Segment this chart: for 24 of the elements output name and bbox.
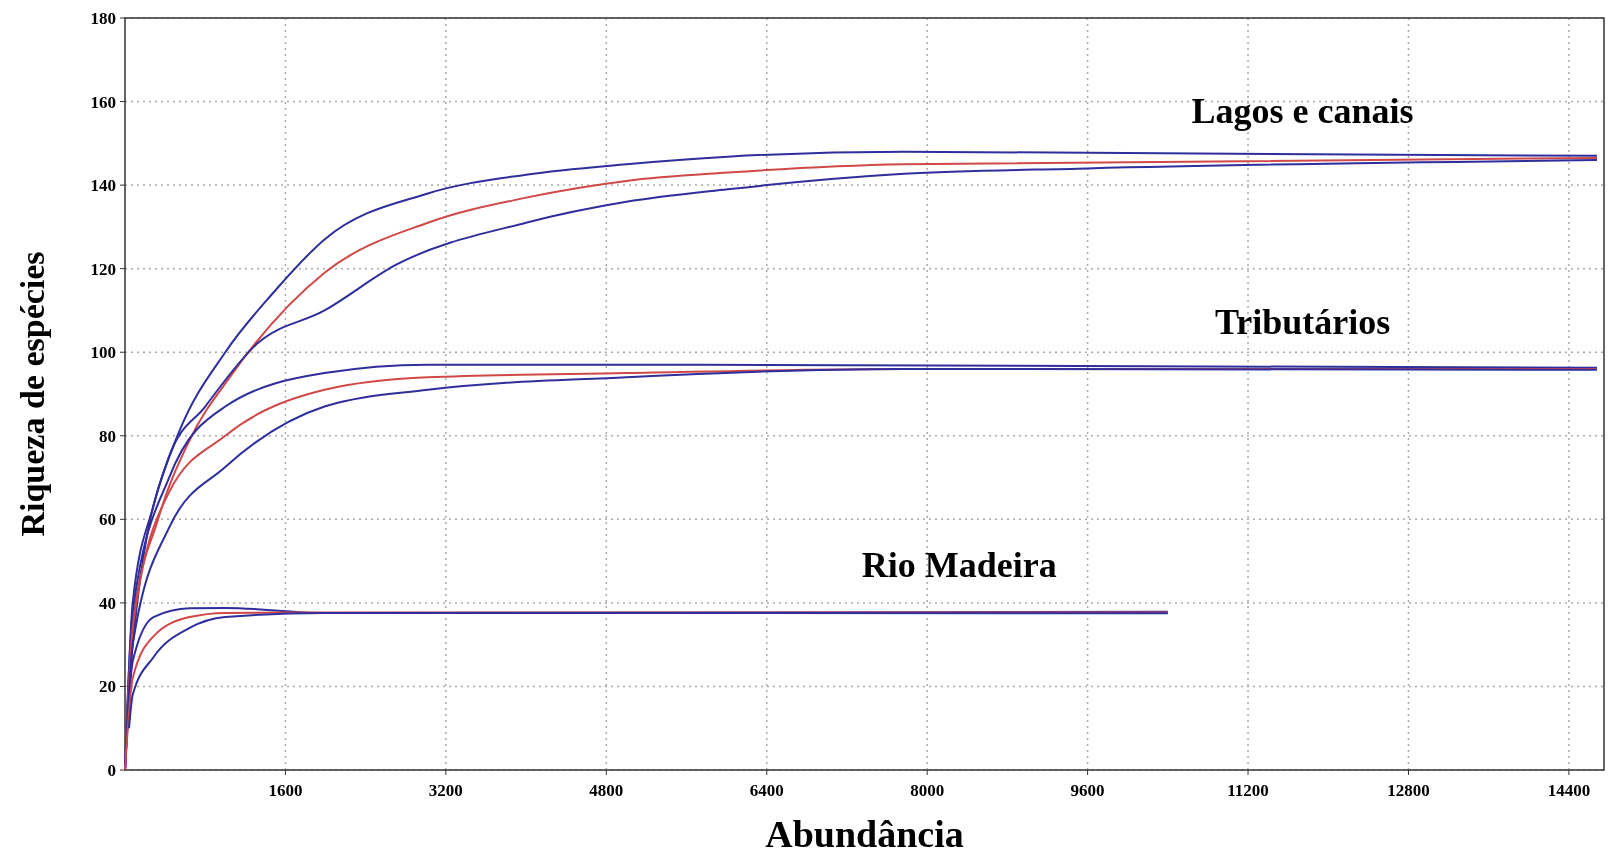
x-tick-label: 8000 — [910, 781, 945, 800]
y-tick-label: 60 — [99, 510, 116, 530]
y-tick-label: 80 — [99, 426, 116, 446]
y-tick-label: 20 — [99, 677, 116, 697]
y-tick-label: 140 — [90, 176, 116, 196]
series-label: Tributários — [1214, 301, 1391, 342]
y-tick-label: 40 — [99, 593, 116, 613]
y-tick-label: 180 — [90, 8, 116, 28]
series-label: Rio Madeira — [861, 545, 1057, 586]
y-tick-label: 120 — [90, 259, 116, 279]
y-tick-label: 100 — [90, 343, 116, 363]
x-tick-label: 6400 — [749, 781, 784, 800]
x-tick-label: 11200 — [1227, 781, 1269, 800]
y-axis-title: Riqueza de espécies — [14, 251, 51, 537]
y-tick-label: 0 — [107, 760, 116, 780]
x-tick-label: 9600 — [1070, 781, 1105, 800]
x-tick-label: 1600 — [268, 781, 303, 800]
y-tick-label: 160 — [90, 92, 116, 112]
x-axis-title: Abundância — [765, 813, 964, 855]
x-tick-label: 14400 — [1547, 781, 1591, 800]
x-tick-label: 3200 — [428, 781, 463, 800]
series-label: Lagos e canais — [1191, 90, 1414, 131]
x-tick-label: 4800 — [589, 781, 624, 800]
x-tick-label: 12800 — [1387, 781, 1430, 800]
